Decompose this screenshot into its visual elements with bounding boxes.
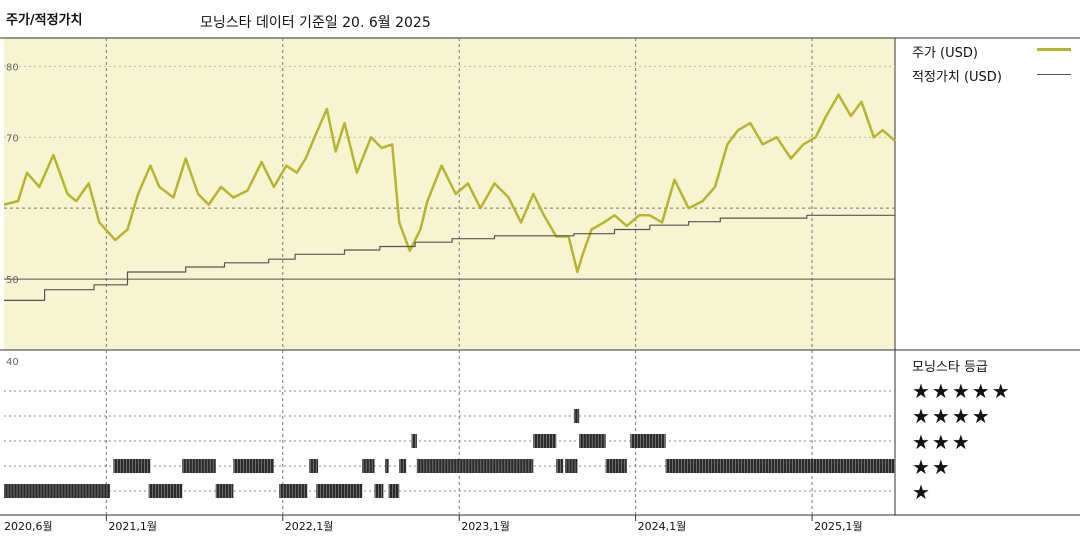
chart-subtitle: 모닝스타 데이터 기준일 20. 6월 2025 (200, 15, 431, 31)
rating-bar-level-2 (362, 459, 375, 473)
price-plot-area (4, 38, 895, 350)
rating-bar-level-1 (215, 484, 234, 498)
chart-title: 주가/적정가치 (6, 13, 83, 28)
legend-price-swatch (1037, 48, 1071, 51)
y-tick-label: 70 (6, 133, 19, 144)
rating-bar-level-1 (374, 484, 384, 498)
rating-bar-level-1 (388, 484, 400, 498)
rating-bar-level-2 (556, 459, 564, 473)
rating-bar-level-1 (4, 484, 110, 498)
legend-fairvalue-label: 적정가치 (USD) (912, 70, 1002, 85)
rating-bar-level-2 (233, 459, 274, 473)
legend-fairvalue-swatch (1037, 74, 1071, 75)
x-tick-label: 2020,6월 (4, 520, 53, 533)
rating-level-2: ★★ (912, 455, 952, 479)
y-tick-label: 50 (6, 275, 19, 286)
rating-bar-level-1 (316, 484, 363, 498)
rating-bar-level-2 (182, 459, 216, 473)
rating-level-1: ★ (912, 480, 932, 504)
y-tick-label: 80 (6, 62, 19, 73)
x-tick-label: 2022,1월 (285, 520, 334, 533)
fair-value-line (4, 214, 895, 301)
rating-bar-level-2 (665, 459, 895, 473)
x-tick-label: 2024,1월 (638, 520, 687, 533)
rating-bar-level-2 (399, 459, 407, 473)
x-tick-label: 2025,1월 (814, 520, 863, 533)
rating-level-4: ★★★★ (912, 404, 992, 428)
rating-bar-level-2 (113, 459, 151, 473)
rating-bar-level-2 (565, 459, 578, 473)
price-line (3, 93, 896, 274)
rating-level-5: ★★★★★ (912, 379, 1012, 403)
x-tick-label: 2021,1월 (108, 520, 157, 533)
rating-bar-level-4 (573, 409, 580, 423)
rating-panel-title: 모닝스타 등급 (912, 360, 988, 375)
x-tick-label: 2023,1월 (461, 520, 510, 533)
rating-bar-level-3 (411, 434, 417, 448)
rating-bar-level-2 (605, 459, 627, 473)
rating-bar-level-2 (309, 459, 319, 473)
rating-bar-level-1 (148, 484, 183, 498)
legend-price-label: 주가 (USD) (912, 46, 978, 61)
rating-bar-level-3 (630, 434, 666, 448)
rating-bar-level-2 (385, 459, 389, 473)
rating-bar-level-3 (533, 434, 557, 448)
rating-level-3: ★★★ (912, 430, 972, 454)
y-tick-label: 40 (6, 357, 19, 368)
